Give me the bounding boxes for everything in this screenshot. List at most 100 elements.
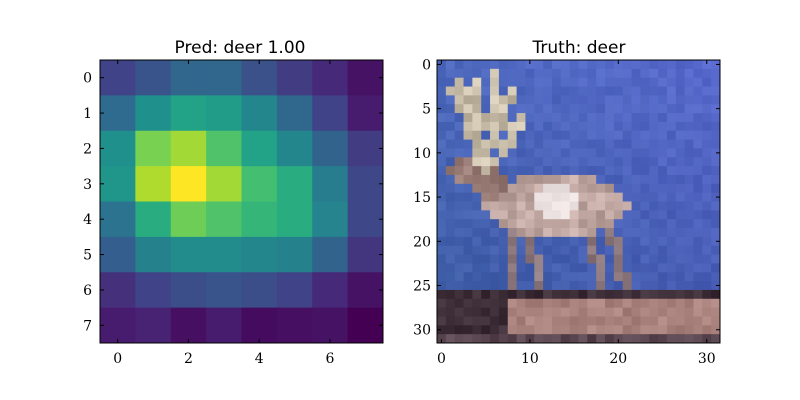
- heatmap-cell: [347, 95, 384, 132]
- image-pixel: [631, 263, 641, 273]
- heatmap-cell: [206, 236, 242, 273]
- image-pixel: [622, 113, 632, 123]
- image-pixel: [463, 77, 473, 87]
- image-pixel: [711, 86, 721, 96]
- image-pixel: [622, 254, 632, 264]
- image-pixel: [525, 210, 535, 220]
- image-pixel: [693, 174, 703, 185]
- image-pixel: [569, 281, 579, 291]
- image-pixel: [445, 307, 456, 317]
- heatmap-cell: [170, 201, 207, 238]
- image-pixel: [631, 298, 641, 309]
- image-pixel: [507, 95, 517, 105]
- image-pixel: [702, 289, 712, 300]
- image-pixel: [613, 245, 624, 255]
- image-pixel: [543, 236, 553, 247]
- image-pixel: [702, 236, 712, 247]
- image-pixel: [445, 281, 456, 291]
- image-pixel: [525, 298, 535, 309]
- image-pixel: [534, 139, 544, 149]
- image-pixel: [516, 219, 526, 229]
- image-pixel: [640, 157, 650, 167]
- image-pixel: [525, 192, 535, 202]
- image-pixel: [525, 86, 535, 96]
- image-pixel: [649, 254, 659, 264]
- image-pixel: [472, 60, 482, 70]
- image-pixel: [490, 298, 500, 309]
- image-pixel: [711, 157, 721, 167]
- image-pixel: [578, 77, 588, 87]
- image-pixel: [551, 130, 562, 140]
- image-pixel: [693, 68, 703, 79]
- image-pixel: [525, 77, 535, 87]
- image-pixel: [578, 334, 588, 344]
- image-pixel: [640, 263, 650, 273]
- image-pixel: [543, 139, 553, 149]
- image-pixel: [675, 130, 686, 140]
- image-pixel: [675, 121, 686, 132]
- image-pixel: [596, 254, 606, 264]
- image-pixel: [507, 157, 517, 167]
- image-pixel: [605, 245, 615, 255]
- image-pixel: [693, 210, 703, 220]
- image-pixel: [702, 130, 712, 140]
- heatmap-cell: [312, 95, 349, 132]
- image-pixel: [498, 192, 509, 202]
- image-pixel: [516, 192, 526, 202]
- image-pixel: [560, 166, 571, 176]
- heatmap-cell: [135, 95, 172, 132]
- image-pixel: [543, 245, 553, 255]
- y-tick-label: 5: [422, 102, 431, 118]
- image-pixel: [640, 86, 650, 96]
- image-pixel: [463, 157, 473, 167]
- image-pixel: [551, 263, 562, 273]
- image-pixel: [498, 272, 509, 282]
- image-pixel: [569, 307, 579, 317]
- image-pixel: [437, 148, 447, 158]
- image-pixel: [684, 254, 694, 264]
- heatmap-cell: [100, 60, 136, 96]
- image-pixel: [445, 228, 456, 238]
- image-pixel: [605, 139, 615, 149]
- image-pixel: [587, 281, 597, 291]
- image-pixel: [516, 174, 526, 185]
- image-pixel: [437, 157, 447, 167]
- image-pixel: [596, 183, 606, 194]
- image-pixel: [605, 289, 615, 300]
- image-pixel: [693, 77, 703, 87]
- image-pixel: [569, 263, 579, 273]
- image-pixel: [658, 281, 668, 291]
- image-pixel: [587, 201, 597, 211]
- heatmap-cell: [170, 236, 207, 273]
- image-pixel: [498, 201, 509, 211]
- image-pixel: [481, 281, 491, 291]
- image-pixel: [693, 298, 703, 309]
- image-pixel: [658, 139, 668, 149]
- image-pixel: [534, 104, 544, 114]
- image-pixel: [622, 325, 632, 335]
- image-pixel: [534, 334, 544, 344]
- image-pixel: [445, 289, 456, 300]
- image-pixel: [649, 245, 659, 255]
- image-pixel: [490, 245, 500, 255]
- image-pixel: [675, 289, 686, 300]
- image-pixel: [596, 281, 606, 291]
- image-pixel: [578, 219, 588, 229]
- image-pixel: [445, 236, 456, 247]
- image-pixel: [684, 77, 694, 87]
- heatmap-cell: [276, 272, 313, 309]
- image-pixel: [693, 192, 703, 202]
- image-pixel: [658, 113, 668, 123]
- image-pixel: [578, 272, 588, 282]
- image-pixel: [605, 60, 615, 70]
- image-pixel: [711, 272, 721, 282]
- image-pixel: [472, 157, 482, 167]
- image-pixel: [445, 95, 456, 105]
- image-pixel: [463, 307, 473, 317]
- image-pixel: [640, 334, 650, 344]
- image-pixel: [498, 210, 509, 220]
- image-pixel: [702, 307, 712, 317]
- image-pixel: [587, 192, 597, 202]
- image-pixel: [605, 236, 615, 247]
- heatmap-cell: [100, 307, 136, 344]
